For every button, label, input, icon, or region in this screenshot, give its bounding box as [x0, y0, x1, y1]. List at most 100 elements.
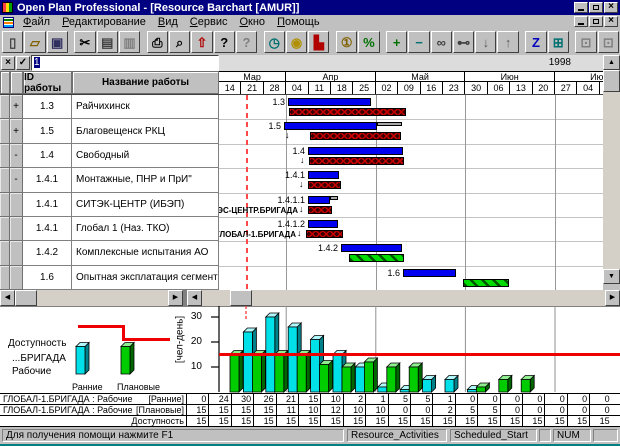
- row-selector-cell[interactable]: [0, 241, 10, 266]
- early-schedule-bar[interactable]: [308, 219, 338, 228]
- edit-input[interactable]: 1: [31, 55, 219, 71]
- save-button[interactable]: ▣: [46, 31, 68, 53]
- minimize-button[interactable]: [574, 2, 588, 13]
- barchart-view-button[interactable]: ⊞: [547, 31, 569, 53]
- activity-name-cell[interactable]: Комплексные испытания АО: [72, 241, 219, 266]
- expand-toggle[interactable]: [10, 216, 23, 242]
- activity-id-cell[interactable]: 1.4.2: [23, 241, 72, 266]
- print-preview-button[interactable]: ⌕: [169, 31, 191, 53]
- early-schedule-bar[interactable]: [403, 268, 456, 277]
- table-row[interactable]: 1.4.1 Глобал 1 (Наз. ТКО): [0, 216, 219, 242]
- resource-button[interactable]: ◉: [285, 31, 308, 53]
- new-document-button[interactable]: ▯: [2, 31, 24, 53]
- accept-edit-button[interactable]: ✓: [16, 56, 30, 70]
- table-scroll-right-button[interactable]: ▶: [168, 290, 183, 306]
- table-row[interactable]: -1.4.1 Монтажные, ПНР и ПрИ": [0, 168, 219, 193]
- table-horizontal-scrollbar[interactable]: ◀ ▶: [0, 290, 183, 306]
- activity-name-cell[interactable]: Глобал 1 (Наз. ТКО): [72, 216, 219, 242]
- table-scroll-left-button[interactable]: ◀: [0, 290, 15, 306]
- baseline-schedule-bar[interactable]: [308, 181, 341, 190]
- print-button[interactable]: ⎙: [146, 31, 168, 53]
- expand-toggle[interactable]: [10, 265, 23, 290]
- planned-schedule-bar[interactable]: [349, 254, 404, 263]
- row-selector-cell[interactable]: [0, 143, 10, 169]
- link-activities-button[interactable]: ∞: [430, 31, 452, 53]
- sort-button[interactable]: Z: [525, 31, 547, 53]
- menu-item-помощь[interactable]: Помощь: [277, 16, 320, 28]
- histogram-view-button[interactable]: ▙: [308, 31, 330, 53]
- menu-item-сервис[interactable]: Сервис: [189, 16, 228, 28]
- expand-toggle[interactable]: [10, 192, 23, 217]
- early-schedule-bar[interactable]: [288, 98, 371, 106]
- activity-id-cell[interactable]: 1.4: [23, 143, 72, 169]
- cancel-edit-button[interactable]: ×: [1, 56, 15, 70]
- baseline-schedule-bar[interactable]: [308, 205, 332, 214]
- gantt-scroll-right-button[interactable]: ▶: [605, 290, 620, 306]
- row-selector-cell[interactable]: [0, 119, 10, 144]
- open-file-button[interactable]: ▱: [24, 31, 46, 53]
- activity-name-cell[interactable]: Опытная эксплатация сегмента: [72, 265, 219, 290]
- activity-id-cell[interactable]: 1.4.1: [23, 168, 72, 193]
- expand-toggle[interactable]: +: [10, 119, 23, 144]
- gantt-hscroll-thumb[interactable]: [230, 290, 252, 306]
- table-row[interactable]: -1.4 Свободный: [0, 143, 219, 169]
- cut-button[interactable]: ✂: [74, 31, 96, 53]
- baseline-schedule-bar[interactable]: [310, 132, 401, 141]
- early-schedule-bar[interactable]: [308, 195, 330, 204]
- vertical-scrollbar[interactable]: ▲ ▼: [603, 55, 620, 284]
- page-setup-button[interactable]: ⇧: [191, 31, 213, 53]
- early-schedule-bar[interactable]: [341, 244, 402, 253]
- row-selector-cell[interactable]: [0, 168, 10, 193]
- expand-toggle[interactable]: -: [10, 143, 23, 169]
- activity-id-cell[interactable]: 1.4.1: [23, 192, 72, 217]
- row-selector-cell[interactable]: [0, 95, 10, 120]
- document-icon[interactable]: [3, 16, 14, 28]
- activity-id-cell[interactable]: 1.6: [23, 265, 72, 290]
- scroll-up-button[interactable]: ▲: [603, 55, 620, 70]
- menu-item-вид[interactable]: Вид: [157, 16, 178, 28]
- activity-id-cell[interactable]: 1.3: [23, 95, 72, 120]
- vscroll-thumb[interactable]: [603, 70, 620, 92]
- child-close-button[interactable]: ×: [604, 16, 618, 27]
- planned-schedule-bar[interactable]: [463, 278, 509, 287]
- activity-name-cell[interactable]: Свободный: [72, 143, 219, 169]
- activity-name-cell[interactable]: СИТЭК-ЦЕНТР (ИБЭП): [72, 192, 219, 217]
- expand-toggle[interactable]: +: [10, 95, 23, 120]
- row-selector-cell[interactable]: [0, 192, 10, 217]
- move-up-button[interactable]: ↑: [497, 31, 519, 53]
- gantt-horizontal-scrollbar[interactable]: ◀ ▶: [187, 290, 620, 306]
- early-schedule-bar[interactable]: [308, 171, 339, 180]
- row-selector-cell[interactable]: [0, 265, 10, 290]
- expand-toggle[interactable]: [10, 241, 23, 266]
- baseline-schedule-bar[interactable]: [309, 156, 404, 165]
- delete-activity-button[interactable]: −: [408, 31, 430, 53]
- expand-toggle[interactable]: -: [10, 168, 23, 193]
- help-button[interactable]: ?: [213, 31, 235, 53]
- table-row[interactable]: 1.4.1 СИТЭК-ЦЕНТР (ИБЭП): [0, 192, 219, 217]
- close-button[interactable]: ×: [604, 2, 618, 13]
- time-analysis-button[interactable]: ◷: [263, 31, 285, 53]
- add-activity-button[interactable]: +: [386, 31, 408, 53]
- move-down-button[interactable]: ↓: [475, 31, 497, 53]
- scroll-down-button[interactable]: ▼: [603, 269, 620, 284]
- activity-id-cell[interactable]: 1.4.1: [23, 216, 72, 242]
- activity-name-cell[interactable]: Благовещенск РКЦ: [72, 119, 219, 144]
- unlink-activities-button[interactable]: ⊷: [452, 31, 475, 53]
- activity-name-cell[interactable]: Монтажные, ПНР и ПрИ": [72, 168, 219, 193]
- child-minimize-button[interactable]: [574, 16, 588, 27]
- activity-id-cell[interactable]: 1.5: [23, 119, 72, 144]
- menu-item-редактирование[interactable]: Редактирование: [62, 16, 146, 28]
- gantt-scroll-left-button[interactable]: ◀: [187, 290, 202, 306]
- early-schedule-bar[interactable]: [308, 146, 403, 155]
- table-row[interactable]: +1.5 Благовещенск РКЦ: [0, 119, 219, 144]
- menu-item-файл[interactable]: Файл: [23, 16, 51, 28]
- menu-item-окно[interactable]: Окно: [239, 16, 266, 28]
- splitter[interactable]: [183, 290, 187, 306]
- cost-button[interactable]: ①: [336, 31, 358, 53]
- table-hscroll-thumb[interactable]: [15, 290, 37, 306]
- table-row[interactable]: 1.4.2 Комплексные испытания АО: [0, 241, 219, 266]
- copy-button[interactable]: ▤: [96, 31, 118, 53]
- baseline-schedule-bar[interactable]: [306, 229, 343, 238]
- restore-button[interactable]: [589, 2, 603, 13]
- early-schedule-bar[interactable]: [284, 122, 377, 131]
